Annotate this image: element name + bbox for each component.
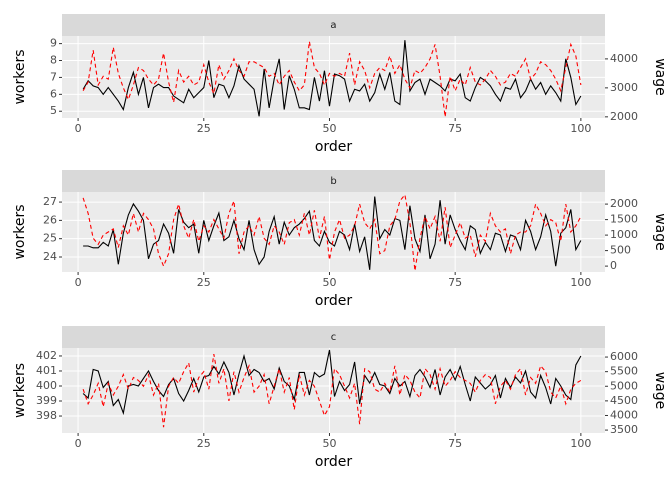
y2-axis-title: wage [652,372,668,410]
x-tick-label: 50 [322,276,336,289]
strip-label: a [330,20,336,31]
x-tick-label: 50 [322,437,336,450]
y2-tick-label: 500 [610,244,631,257]
x-tick-label: 75 [448,276,462,289]
x-tick-label: 100 [570,122,591,135]
y-tick-label: 6 [50,87,57,100]
y-tick-label: 25 [43,232,57,245]
y2-tick-label: 4000 [610,408,638,421]
y2-tick-label: 5000 [610,379,638,392]
x-tick-label: 75 [448,437,462,450]
x-tick-label: 100 [570,276,591,289]
x-tick-label: 0 [75,437,82,450]
y-tick-label: 7 [50,70,57,83]
y-axis-title: workers [12,204,28,259]
y2-tick-label: 2000 [610,110,638,123]
y-tick-label: 27 [43,195,57,208]
x-axis-title: order [315,293,353,309]
x-axis-title: order [315,454,353,470]
strip [62,14,605,36]
series-line [82,349,582,416]
x-axis-title: order [315,139,353,155]
y-tick-label: 8 [50,54,57,67]
x-tick-label: 100 [570,437,591,450]
y-axis-title: workers [12,363,28,418]
y-tick-label: 9 [50,37,57,50]
strip [62,170,605,192]
strip [62,326,605,348]
y2-tick-label: 4000 [610,52,638,65]
x-tick-label: 0 [75,276,82,289]
y-tick-label: 5 [50,104,57,117]
y2-tick-label: 6000 [610,350,638,363]
series-line [82,40,582,117]
y-axis-title: workers [12,49,28,104]
y2-tick-label: 3000 [610,81,638,94]
series-line [82,193,582,271]
y2-tick-label: 4500 [610,394,638,407]
strip-label: b [330,176,336,187]
panel [62,192,605,272]
series-line [82,354,582,428]
y2-axis-title: wage [652,58,668,96]
x-tick-label: 25 [197,437,211,450]
y2-tick-label: 1500 [610,213,638,226]
x-tick-label: 0 [75,122,82,135]
y-tick-label: 398 [36,409,57,422]
x-tick-label: 75 [448,122,462,135]
y-tick-label: 26 [43,213,57,226]
y-tick-label: 24 [43,250,57,263]
y2-tick-label: 5500 [610,365,638,378]
x-tick-label: 50 [322,122,336,135]
y-tick-label: 399 [36,394,57,407]
y2-tick-label: 3500 [610,423,638,436]
y2-tick-label: 2000 [610,197,638,210]
y-tick-label: 402 [36,349,57,362]
x-tick-label: 25 [197,122,211,135]
y2-tick-label: 1000 [610,228,638,241]
strip-label: c [331,332,337,343]
y-tick-label: 401 [36,364,57,377]
x-tick-label: 25 [197,276,211,289]
y2-axis-title: wage [652,213,668,251]
y2-tick-label: 0 [610,259,617,272]
y-tick-label: 400 [36,379,57,392]
